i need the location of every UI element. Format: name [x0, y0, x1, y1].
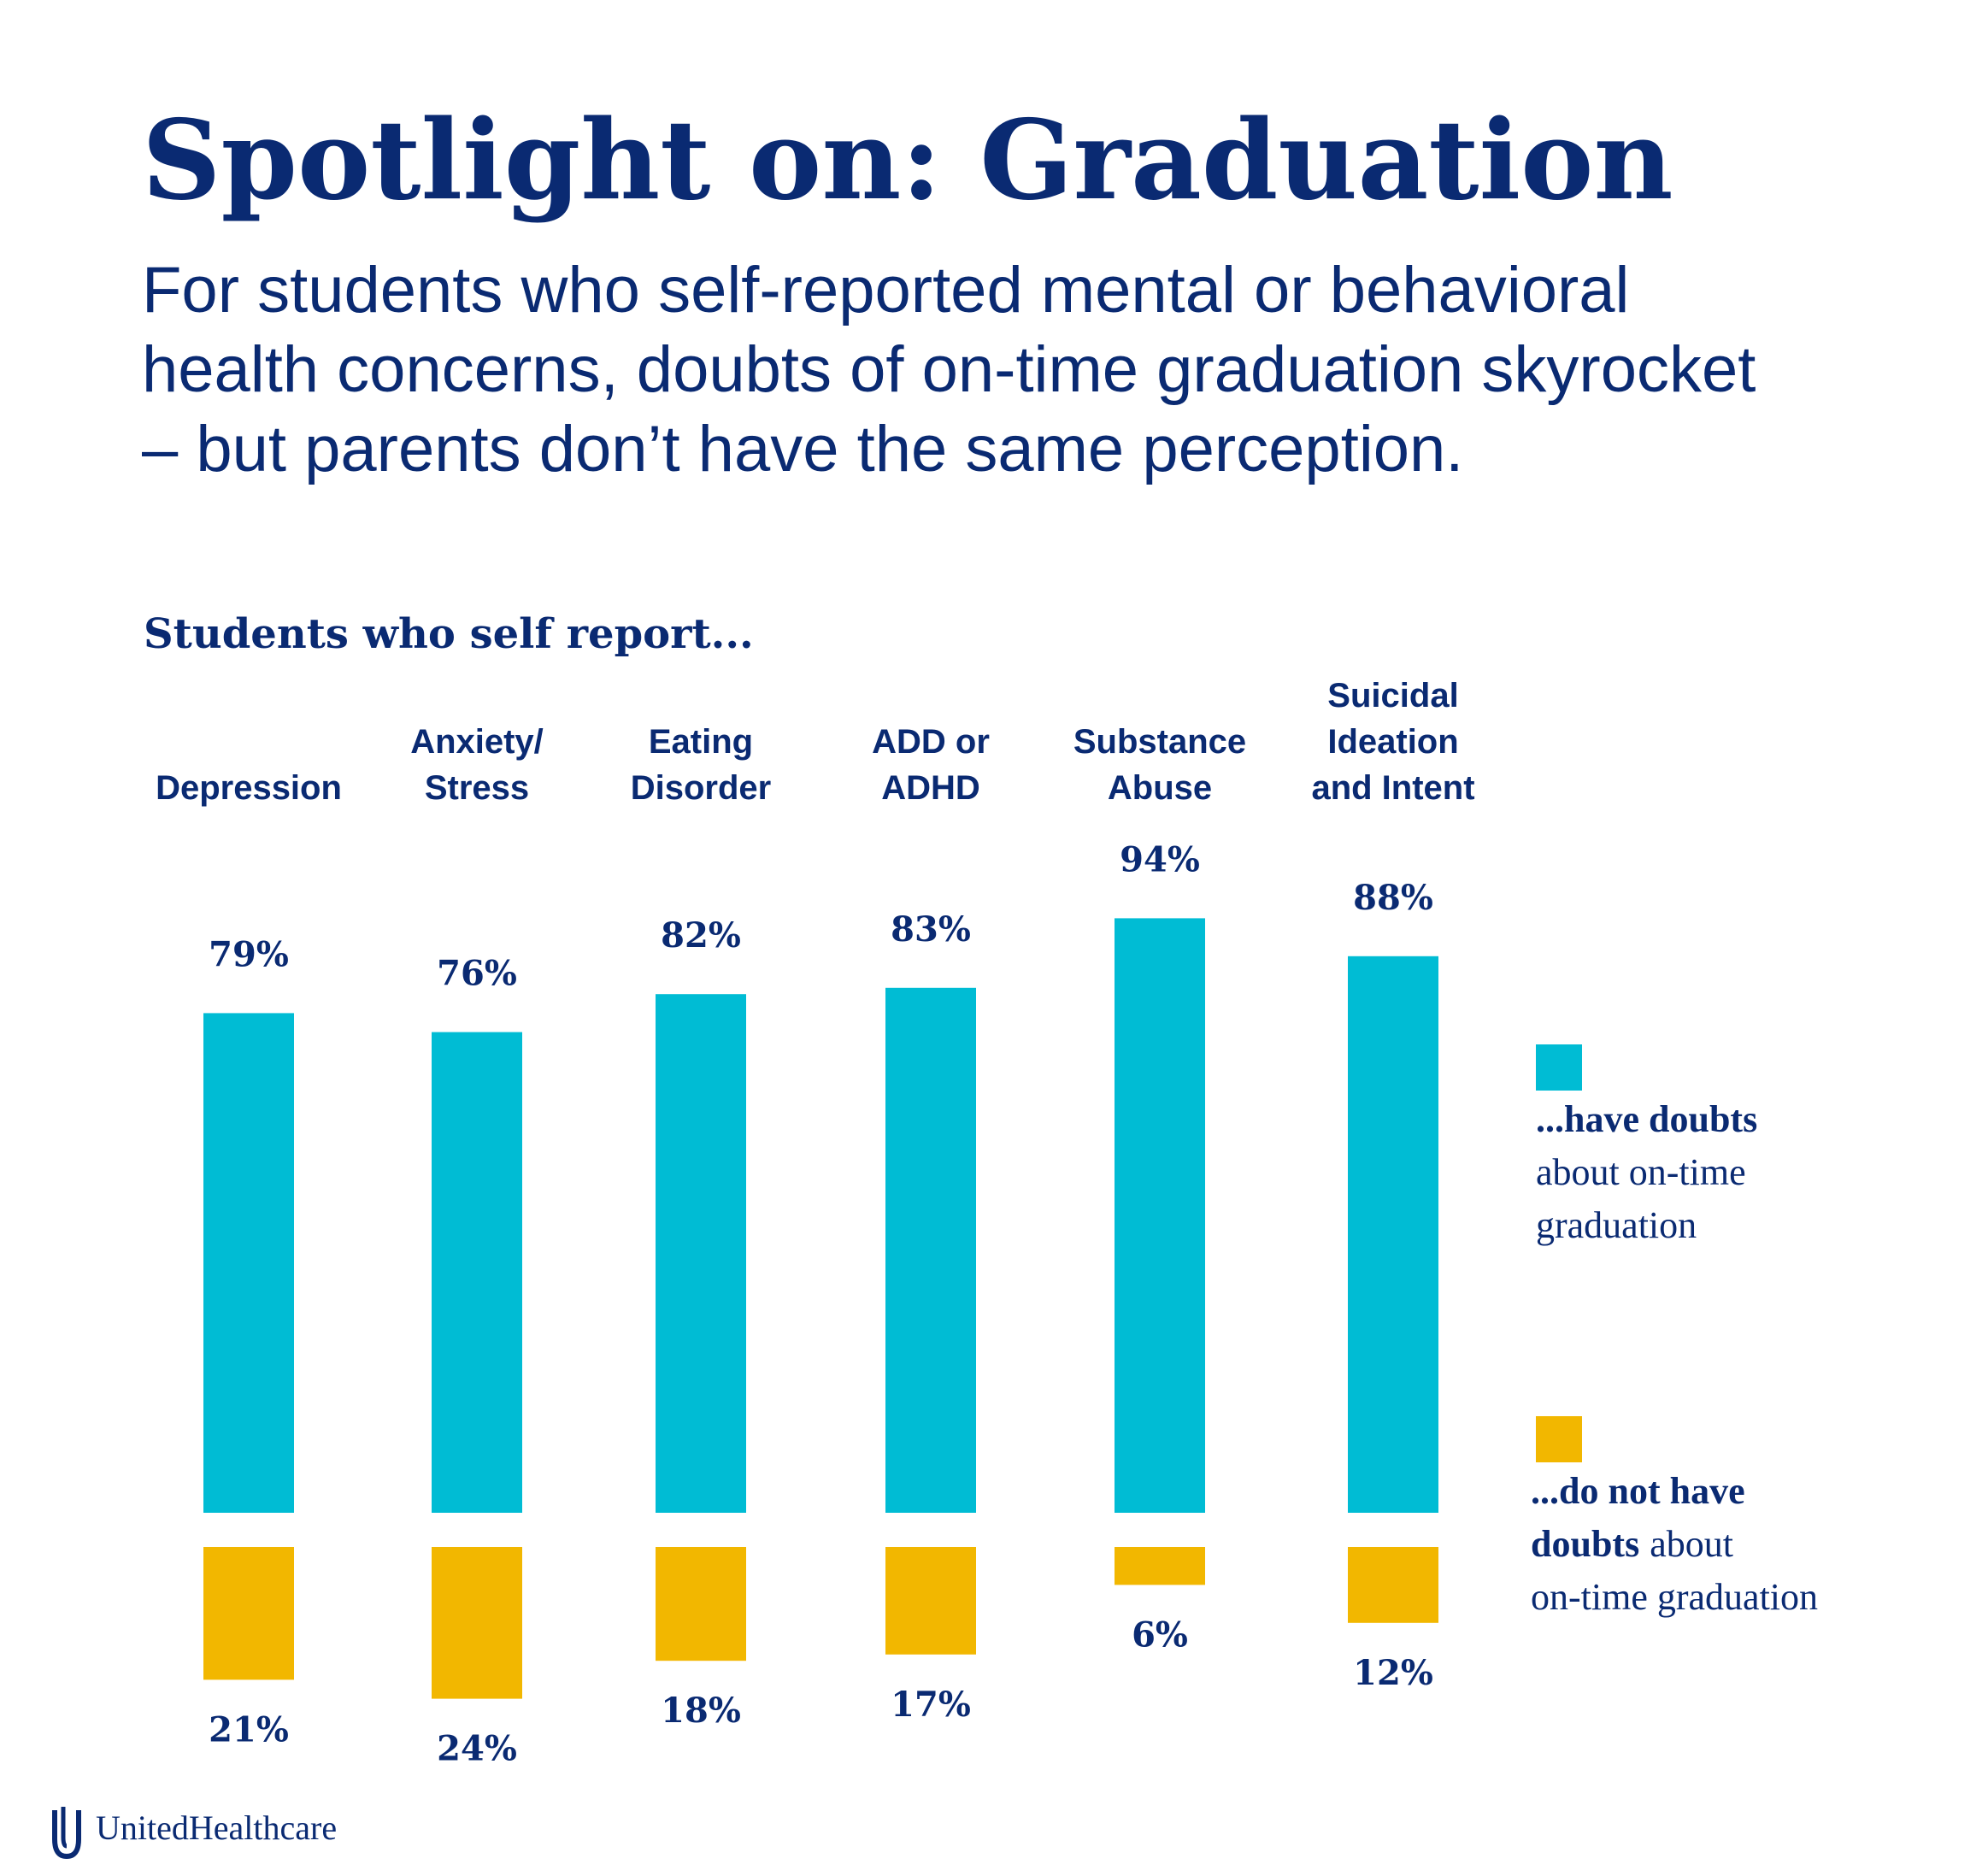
value-label: 83%	[891, 909, 971, 950]
brand-logo: UnitedHealthcare	[52, 1807, 337, 1860]
value-label: 82%	[661, 915, 741, 956]
category-label: and Intent	[1311, 769, 1474, 807]
bar	[885, 1547, 976, 1655]
subtitle: For students who self-reported mental or…	[142, 254, 1629, 326]
brand-name: UnitedHealthcare	[96, 1808, 337, 1847]
bar	[203, 1547, 294, 1680]
legend-text: ...have doubts	[1536, 1098, 1757, 1140]
category-label: Suicidal	[1327, 677, 1458, 715]
bar	[1348, 1547, 1438, 1623]
category-label: Eating	[649, 723, 753, 761]
category-label: Disorder	[631, 769, 772, 807]
category-label: ADHD	[881, 769, 980, 807]
category-label: Ideation	[1327, 723, 1458, 761]
logo-icon	[52, 1810, 81, 1860]
category-label: Stress	[425, 769, 529, 807]
value-label: 24%	[437, 1729, 517, 1769]
legend-text: on-time graduation	[1531, 1576, 1818, 1618]
value-label: 17%	[891, 1685, 971, 1725]
bar	[1348, 956, 1438, 1513]
category-label: Anxiety/	[410, 723, 544, 761]
legend-swatch	[1536, 1416, 1582, 1462]
legend-label: doubts about	[1531, 1523, 1733, 1565]
category-label: Depression	[156, 769, 342, 807]
legend-label: ...do not have	[1531, 1470, 1745, 1512]
bar	[656, 1547, 746, 1661]
bar	[203, 1013, 294, 1513]
bar	[885, 987, 976, 1513]
value-label: 18%	[661, 1691, 741, 1731]
bar	[432, 1547, 522, 1699]
value-label: 21%	[209, 1709, 289, 1750]
logo-icon	[61, 1807, 68, 1849]
value-label: 79%	[209, 934, 289, 974]
legend-label: on-time graduation	[1531, 1576, 1818, 1618]
category-label: Abuse	[1108, 769, 1212, 807]
subtitle: – but parents don’t have the same percep…	[142, 413, 1463, 485]
value-label: 94%	[1120, 839, 1200, 879]
bar	[1115, 918, 1205, 1513]
section-label: Students who self report...	[144, 610, 754, 658]
legend-text: about on-time	[1536, 1151, 1746, 1193]
legend-swatch	[1536, 1044, 1582, 1091]
legend-label: graduation	[1536, 1204, 1697, 1246]
bar	[1115, 1547, 1205, 1585]
category-label: ADD or	[872, 723, 990, 761]
chart-title: Spotlight on: Graduation	[142, 97, 1673, 225]
legend-text: graduation	[1536, 1204, 1697, 1246]
subtitle: health concerns, doubts of on-time gradu…	[142, 333, 1756, 406]
value-label: 12%	[1353, 1653, 1433, 1693]
category-label: Substance	[1073, 723, 1246, 761]
bar	[432, 1032, 522, 1513]
legend-text: doubts	[1531, 1523, 1639, 1565]
legend-text: ...do not have	[1531, 1470, 1745, 1512]
legend-label: ...have doubts	[1536, 1098, 1757, 1140]
value-label: 76%	[437, 954, 517, 994]
value-label: 88%	[1353, 878, 1433, 918]
bar	[656, 994, 746, 1513]
value-label: 6%	[1132, 1614, 1188, 1655]
legend-text: about	[1650, 1523, 1733, 1565]
legend-label: about on-time	[1536, 1151, 1746, 1193]
